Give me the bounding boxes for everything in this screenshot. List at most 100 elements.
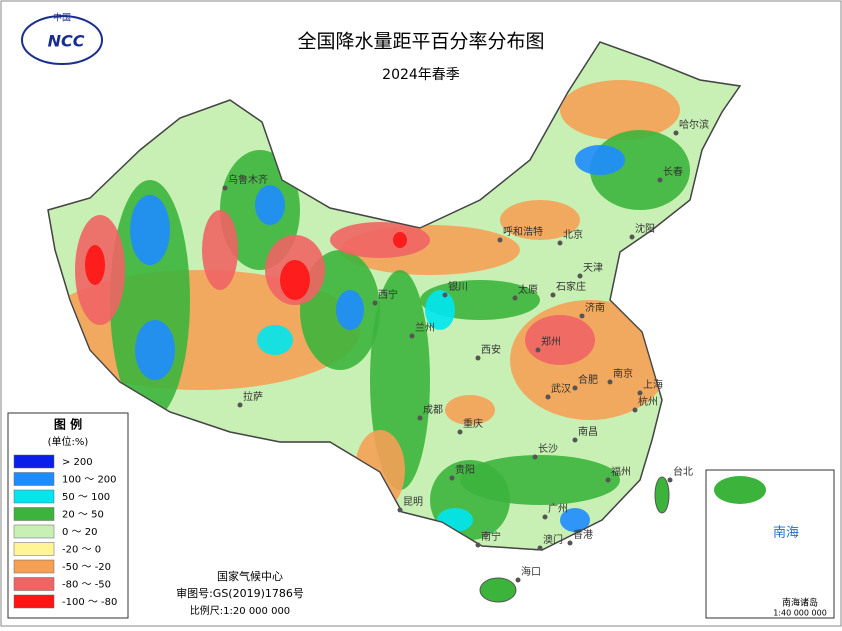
legend-label: 0 ～ 20 [62,527,97,538]
city-dot [567,540,573,546]
precip-zone [575,145,625,175]
city-label: 天津 [583,262,603,274]
legend-swatch [13,472,55,486]
logo-top: 中国 [53,12,71,24]
city-dot [397,507,403,513]
precip-zone [336,290,364,330]
legend-label: -50 ～ -20 [62,562,111,573]
city-dot [577,273,583,279]
city-dot [550,292,556,298]
city-dot [579,313,585,319]
inset-islands: 南海诸岛 [782,597,818,609]
city-label: 西安 [481,343,501,356]
city-dot [557,240,563,246]
legend-label: 100 ～ 200 [62,475,117,486]
city-dot [475,355,481,361]
city-label: 乌鲁木齐 [228,173,268,186]
city-label: 拉萨 [243,390,263,403]
precip-zone [202,210,238,290]
legend-unit: (单位:%) [48,435,89,448]
city-dot [532,454,538,460]
inset-scale: 1:40 000 000 [773,609,827,618]
precipitation-zones [48,80,690,540]
city-dot [515,577,521,583]
logo: 中国 NCC [21,12,103,65]
city-dot [372,300,378,306]
logo-ring [21,15,103,65]
city-label: 南昌 [578,425,598,438]
city-label: 兰州 [415,321,435,334]
legend-swatch [13,559,55,574]
city-label: 长春 [663,166,683,178]
city-label: 澳门 [543,533,563,546]
legend-swatch [13,524,55,539]
city-dot [535,347,541,353]
subtitle: 2024年春季 [382,67,460,83]
precip-zone [135,320,175,380]
city-dot [442,292,448,298]
precip-zone [85,245,105,285]
legend: 图 例 (单位:%) > 200 100 ～ 200 50 ～ 100 20 ～ 50… [7,412,129,619]
city-dot [237,402,243,408]
legend-swatch [13,489,55,504]
legend-label: -20 ～ 0 [62,545,101,556]
legend-swatch [13,577,55,591]
legend-label: 50 ～ 100 [62,492,110,503]
city-dot [542,514,548,520]
precip-zone [255,185,285,225]
legend-title: 图 例 [54,417,82,432]
city-label: 南京 [613,367,633,380]
city-label: 武汉 [551,382,571,395]
city-label: 沈阳 [635,222,655,235]
city-dot [629,234,635,240]
city-dot [673,130,679,136]
city-label: 昆明 [403,496,423,508]
title: 全国降水量距平百分率分布图 [297,31,544,53]
city-dot [512,295,518,301]
precip-zone [393,232,407,248]
precip-zone [500,200,580,240]
city-dot [409,333,415,339]
city-label: 海口 [521,565,541,578]
city-label: 上海 [643,378,663,391]
city-dot [537,545,543,551]
city-dot [572,385,578,391]
city-dot [222,185,228,191]
city-dot [605,477,611,483]
precip-zone [330,222,430,258]
footer-org: 国家气候中心 [217,569,283,583]
city-label: 南宁 [481,530,501,543]
city-label: 郑州 [541,335,561,348]
city-dot [632,407,638,413]
city-label: 哈尔滨 [679,118,709,131]
precip-zone [445,395,495,425]
city-dot [417,415,423,421]
precip-zone [560,508,590,532]
footer-approval: 审图号:GS(2019)1786号 [176,586,304,600]
precip-zone [560,80,680,140]
city-label: 长沙 [538,443,558,455]
city-label: 太原 [518,283,538,296]
city-label: 福州 [611,465,631,478]
precip-zone [257,325,293,355]
city-dot [457,429,463,435]
city-label: 杭州 [638,395,658,408]
city-label: 西宁 [378,288,398,301]
hainan-island [479,577,517,603]
legend-swatch [13,454,55,469]
city-label: 济南 [585,301,605,314]
city-label: 贵阳 [455,463,475,476]
legend-label: -80 ～ -50 [62,580,111,591]
inset-land [714,476,766,504]
city-dot [637,390,643,396]
city-dot [607,379,613,385]
city-dot [475,542,481,548]
city-dot [545,394,551,400]
city-label: 合肥 [578,373,598,386]
legend-swatch [13,507,55,521]
city-label: 成都 [423,404,443,416]
